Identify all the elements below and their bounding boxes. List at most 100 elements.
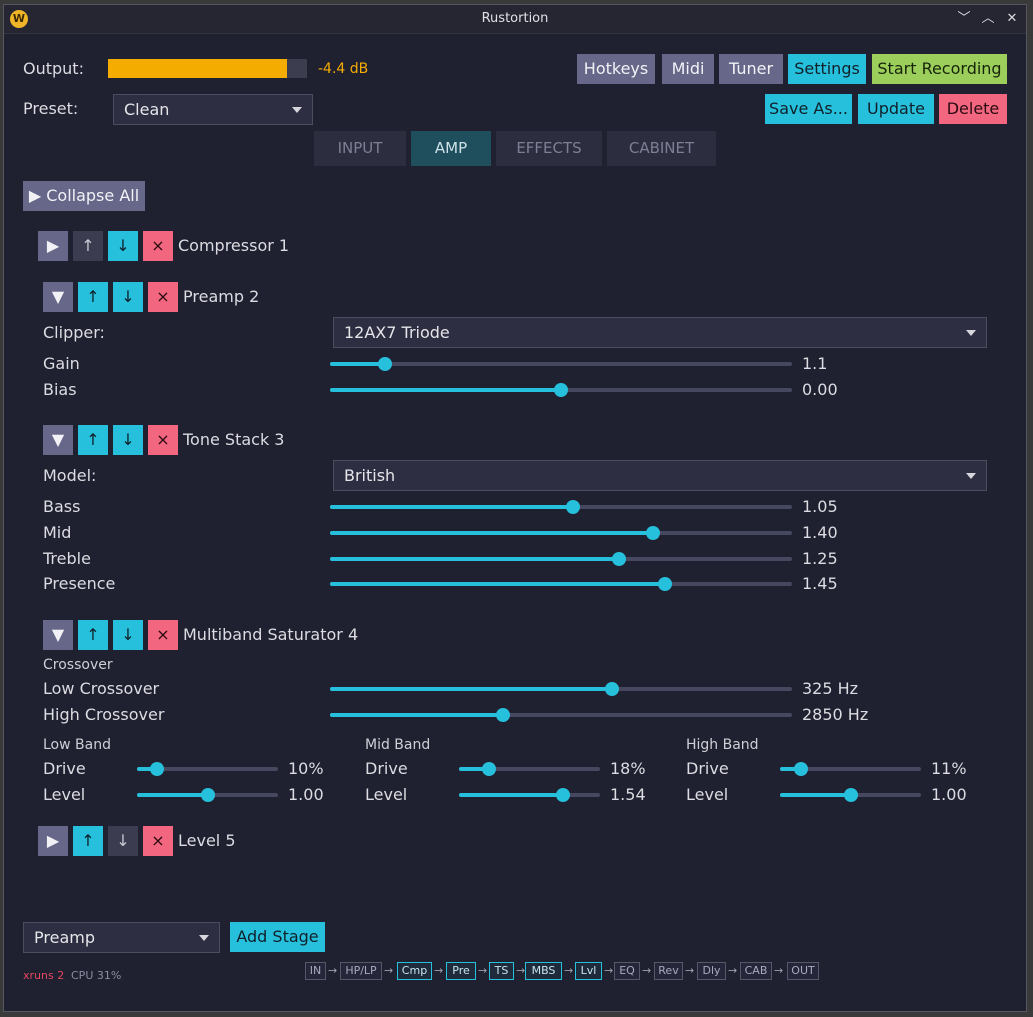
tab-effects[interactable]: EFFECTS [496,131,602,166]
presence-value: 1.45 [802,574,838,593]
level-move-up-button[interactable]: ↑ [73,826,103,856]
chain-node-in[interactable]: IN [305,962,326,980]
chain-node-cmp[interactable]: Cmp [397,962,432,980]
mid-band-drive-value: 18% [610,759,646,778]
mid-band-drive-slider[interactable] [459,762,600,776]
preamp-collapse-button[interactable]: ▼ [43,282,73,312]
low-crossover-slider-handle[interactable] [604,682,619,696]
level-remove-button[interactable]: × [143,826,173,856]
tonestack-remove-button[interactable]: × [148,425,178,455]
level-expand-button[interactable]: ▶ [38,826,68,856]
chain-arrow-icon: → [604,964,614,977]
bias-slider[interactable] [330,383,792,397]
tonestack-move-up-button[interactable]: ↑ [78,425,108,455]
tab-amp[interactable]: AMP [411,131,491,166]
chain-node-mbs[interactable]: MBS [525,962,562,980]
chain-node-rev[interactable]: Rev [654,962,683,980]
xruns-counter: xruns 2 [23,969,65,982]
minimize-icon[interactable]: ﹀ [957,11,971,26]
low-band-drive-slider-handle[interactable] [149,762,164,776]
preamp-move-down-button[interactable]: ↓ [113,282,143,312]
tab-input[interactable]: INPUT [314,131,406,166]
model-select[interactable]: British [333,460,987,491]
low-band-drive-slider[interactable] [137,762,278,776]
chain-node-hplp[interactable]: HP/LP [340,962,382,980]
update-button[interactable]: Update [858,94,934,124]
multiband-move-down-button[interactable]: ↓ [113,620,143,650]
maximize-icon[interactable]: ︿ [981,11,995,26]
chain-node-dly[interactable]: Dly [697,962,726,980]
chain-node-ts[interactable]: TS [489,962,514,980]
chain-node-lvl[interactable]: Lvl [575,962,602,980]
high-crossover-slider[interactable] [330,708,792,722]
clipper-select[interactable]: 12AX7 Triode [333,317,987,348]
midi-button[interactable]: Midi [662,54,714,84]
preamp-move-up-button[interactable]: ↑ [78,282,108,312]
cpu-usage: CPU 31% [71,969,122,982]
low-band-heading: Low Band [43,737,111,753]
treble-value: 1.25 [802,549,838,568]
high-band-drive-slider-handle[interactable] [794,762,809,776]
mid-slider[interactable] [330,526,792,540]
chain-arrow-icon: → [384,964,394,977]
low-crossover-label: Low Crossover [43,679,160,698]
mid-band-drive-slider-handle[interactable] [481,762,496,776]
low-band-level-value: 1.00 [288,785,324,804]
stage-type-select[interactable]: Preamp [23,922,220,953]
low-band-level-slider[interactable] [137,788,278,802]
low-band-level-slider-handle[interactable] [200,788,215,802]
tab-cabinet[interactable]: CABINET [607,131,716,166]
high-crossover-slider-handle[interactable] [496,708,511,722]
bass-value: 1.05 [802,497,838,516]
tonestack-move-down-button[interactable]: ↓ [113,425,143,455]
high-crossover-value: 2850 Hz [802,705,869,724]
level-move-down-button[interactable]: ↓ [108,826,138,856]
close-icon[interactable]: ✕ [1006,11,1018,26]
multiband-move-up-button[interactable]: ↑ [78,620,108,650]
chain-node-pre[interactable]: Pre [446,962,476,980]
preset-select[interactable]: Clean [113,94,313,125]
high-band-drive-slider[interactable] [780,762,921,776]
low-crossover-slider[interactable] [330,682,792,696]
mid-band-level-slider[interactable] [459,788,600,802]
high-band-drive-value: 11% [931,759,967,778]
treble-slider-handle[interactable] [611,552,626,566]
multiband-remove-button[interactable]: × [148,620,178,650]
tonestack-collapse-button[interactable]: ▼ [43,425,73,455]
compressor-move-up-button[interactable]: ↑ [73,231,103,261]
chain-node-out[interactable]: OUT [787,962,819,980]
bass-slider[interactable] [330,500,792,514]
high-band-level-slider[interactable] [780,788,921,802]
gain-slider[interactable] [330,357,792,371]
save-as-button[interactable]: Save As... [765,94,852,124]
collapse-all-button[interactable]: ▶ Collapse All [23,181,145,211]
presence-slider[interactable] [330,577,792,591]
app-logo-icon: W [10,10,28,28]
gain-slider-handle[interactable] [378,357,393,371]
delete-button[interactable]: Delete [939,94,1007,124]
high-band-drive-label: Drive [686,759,729,778]
chain-arrow-icon: → [564,964,574,977]
high-band-level-slider-handle[interactable] [843,788,858,802]
preamp-remove-button[interactable]: × [148,282,178,312]
mid-band-level-slider-handle[interactable] [556,788,571,802]
add-stage-button[interactable]: Add Stage [230,922,325,952]
multiband-collapse-button[interactable]: ▼ [43,620,73,650]
bias-slider-handle[interactable] [554,383,568,397]
treble-slider[interactable] [330,552,792,566]
compressor-move-down-button[interactable]: ↓ [108,231,138,261]
presence-slider-handle[interactable] [657,577,672,591]
chain-node-eq[interactable]: EQ [614,962,640,980]
compressor-expand-button[interactable]: ▶ [38,231,68,261]
start-recording-button[interactable]: Start Recording [872,54,1007,84]
mid-slider-handle[interactable] [646,526,661,540]
compressor-remove-button[interactable]: × [143,231,173,261]
chain-node-cab[interactable]: CAB [740,962,772,980]
hotkeys-button[interactable]: Hotkeys [577,54,655,84]
bass-slider-handle[interactable] [565,500,580,514]
tuner-button[interactable]: Tuner [719,54,783,84]
low-band-drive-value: 10% [288,759,324,778]
mid-value: 1.40 [802,523,838,542]
chevron-down-icon [966,473,976,479]
settings-button[interactable]: Settings [788,54,866,84]
